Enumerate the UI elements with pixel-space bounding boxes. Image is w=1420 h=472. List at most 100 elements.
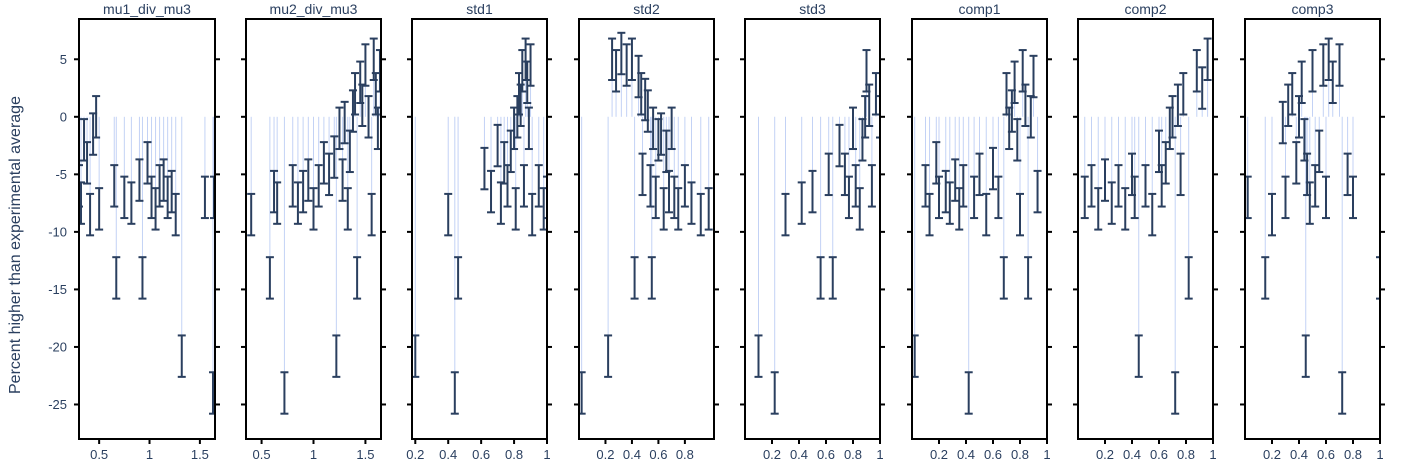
x-tick-label: 0.8 — [1344, 447, 1362, 462]
error-bar — [110, 164, 119, 208]
error-bar — [835, 123, 844, 168]
error-bar — [849, 106, 857, 151]
error-bar — [1284, 83, 1293, 128]
error-bar — [1173, 83, 1182, 128]
error-bar — [338, 158, 347, 202]
error-bar — [951, 158, 960, 202]
error-bar — [1184, 256, 1193, 300]
error-bar — [1029, 54, 1038, 99]
y-tick-label: 5 — [60, 52, 67, 67]
panel-title: mu1_div_mu3 — [103, 1, 191, 17]
x-tick-label: 0.8 — [844, 447, 862, 462]
error-bar — [143, 141, 152, 185]
error-bar — [309, 187, 318, 231]
error-bar — [855, 187, 864, 231]
panel-comp1: 0.2 0.4 0.6 0.8 1 comp1 — [907, 1, 1052, 462]
error-bar — [519, 164, 528, 208]
error-bar — [1010, 60, 1019, 104]
panel-frame — [78, 18, 216, 440]
error-bar — [1130, 175, 1139, 220]
panel-frame — [1244, 18, 1381, 440]
error-bar — [964, 371, 973, 415]
error-bar — [808, 169, 817, 214]
error-bar — [1024, 256, 1033, 300]
error-bar — [1311, 164, 1320, 208]
x-tick-label: 0.4 — [439, 447, 457, 462]
error-bar — [1171, 371, 1180, 415]
error-bar — [959, 164, 968, 208]
error-bar — [534, 164, 543, 208]
x-tick-label: 0.6 — [984, 447, 1002, 462]
error-bar — [646, 164, 655, 208]
error-bar — [120, 175, 129, 220]
error-bar — [638, 152, 647, 197]
error-bar — [1324, 37, 1333, 81]
error-bar — [1087, 164, 1096, 208]
error-bar — [325, 152, 334, 197]
error-bar — [617, 31, 626, 76]
error-bar — [511, 187, 520, 231]
error-bar — [649, 106, 658, 151]
error-bar — [945, 181, 954, 225]
x-tick-label: 0.8 — [1011, 447, 1029, 462]
error-bar — [941, 169, 950, 214]
panel-marks — [79, 95, 215, 415]
error-bar — [314, 164, 323, 208]
error-bar — [95, 187, 104, 231]
x-tick-label: 0.2 — [406, 447, 424, 462]
error-bar — [171, 192, 180, 237]
x-tick-label: 0.6 — [472, 447, 490, 462]
error-bar — [1013, 118, 1022, 162]
panel-title: comp3 — [1291, 1, 1333, 17]
panel-title: std3 — [799, 1, 826, 17]
error-bar — [1107, 181, 1116, 225]
error-bar — [1141, 164, 1150, 208]
x-tick-label: 0.8 — [676, 447, 694, 462]
error-bar — [999, 256, 1008, 300]
error-bar — [138, 256, 147, 300]
error-bar — [163, 175, 172, 220]
error-bar — [1319, 43, 1328, 87]
error-bar — [1114, 164, 1123, 208]
panel-title: std1 — [466, 1, 493, 17]
error-bar — [797, 181, 806, 225]
x-tick-label: 0.2 — [763, 447, 781, 462]
error-bar — [524, 106, 533, 151]
error-bar — [696, 192, 705, 237]
error-bar — [112, 256, 121, 300]
error-bar — [1297, 60, 1306, 104]
error-bar — [1281, 175, 1290, 220]
panel-marks — [247, 37, 381, 415]
error-bar — [1328, 60, 1337, 104]
error-bar — [643, 89, 652, 133]
error-bar — [147, 175, 156, 220]
error-bar — [526, 43, 535, 87]
x-tick-label: 1.5 — [191, 447, 209, 462]
x-tick-label: 0.6 — [1317, 447, 1335, 462]
error-bar — [1176, 152, 1185, 197]
error-bar — [781, 192, 790, 237]
error-bar — [955, 187, 964, 231]
error-bar — [876, 95, 880, 139]
panel-marks — [754, 49, 880, 415]
error-bar — [151, 187, 160, 231]
error-bar — [1305, 181, 1314, 225]
error-bar — [1308, 49, 1317, 93]
error-bar — [487, 169, 496, 214]
error-bar — [319, 141, 328, 185]
panel-title: mu2_div_mu3 — [270, 1, 358, 17]
x-tick-label: 1 — [146, 447, 153, 462]
error-bar — [265, 256, 274, 300]
x-tick-label: 1 — [1043, 447, 1050, 462]
error-bar — [1376, 256, 1380, 300]
error-bar — [127, 181, 136, 225]
error-bar — [844, 175, 853, 220]
panel-marks — [579, 31, 713, 415]
error-bar — [1033, 169, 1042, 214]
error-bar — [994, 175, 1003, 220]
error-bar — [1301, 334, 1310, 378]
y-tick-label: -10 — [48, 224, 67, 239]
error-bar — [865, 83, 874, 128]
error-bar — [1094, 187, 1103, 231]
